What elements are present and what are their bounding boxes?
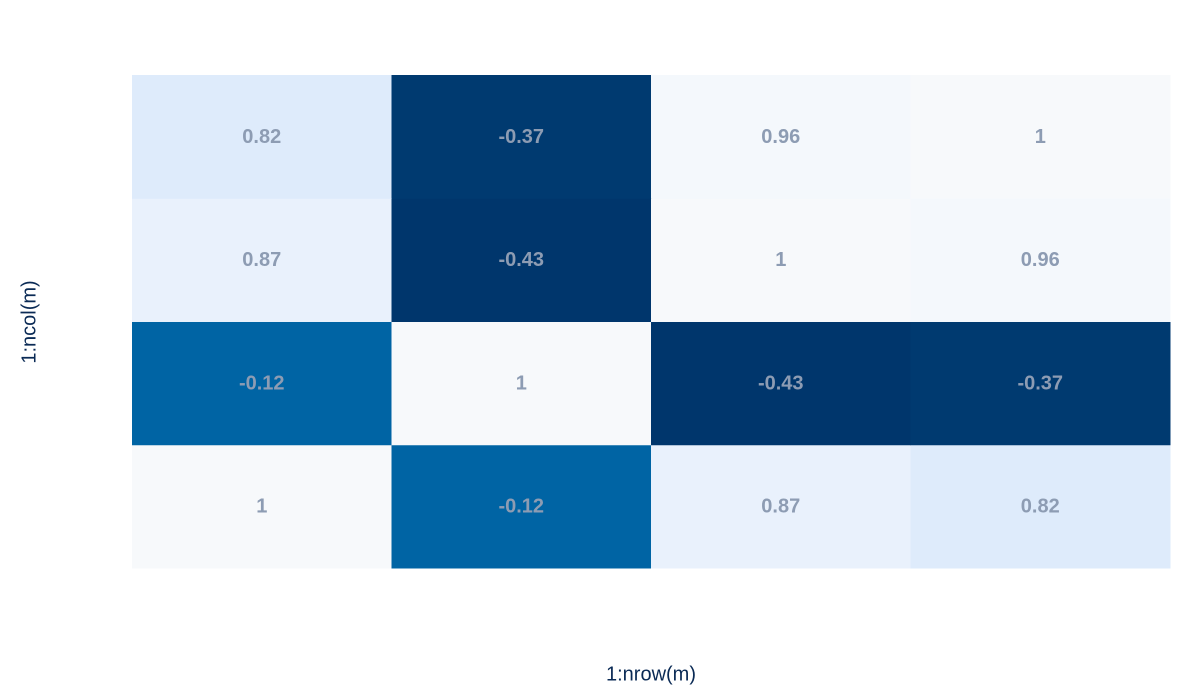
cell-label: -0.43 bbox=[758, 372, 804, 394]
heatmap-cell bbox=[132, 75, 392, 199]
y-axis-title: 1:ncol(m) bbox=[18, 280, 40, 363]
heatmap-cell bbox=[910, 321, 1171, 446]
heatmap-cell bbox=[132, 321, 392, 446]
cell-label: 1 bbox=[775, 249, 786, 271]
cell-label: -0.37 bbox=[1017, 372, 1063, 394]
heatmap-cell bbox=[651, 444, 911, 569]
cell-label: 0.82 bbox=[1021, 496, 1060, 518]
cell-label: 0.87 bbox=[242, 249, 281, 271]
heatmap-cell bbox=[651, 198, 911, 322]
heatmap-cell bbox=[391, 321, 652, 446]
heatmap-cell bbox=[651, 321, 911, 446]
cell-label: 1 bbox=[256, 496, 267, 518]
heatmap-cell bbox=[391, 198, 652, 322]
cell-label: 0.96 bbox=[1021, 249, 1060, 271]
cell-label: 0.96 bbox=[761, 126, 800, 148]
cell-label: 0.87 bbox=[761, 496, 800, 518]
cell-label: 1 bbox=[516, 372, 527, 394]
heatmap-cell bbox=[910, 444, 1171, 569]
cell-label: -0.12 bbox=[498, 496, 544, 518]
heatmap-cell bbox=[391, 75, 652, 199]
cell-label: 1 bbox=[1035, 126, 1046, 148]
heatmap-cell bbox=[651, 75, 911, 199]
cell-label: 0.82 bbox=[242, 126, 281, 148]
heatmap-cell bbox=[910, 198, 1171, 322]
cell-label: -0.43 bbox=[498, 249, 544, 271]
x-axis-title: 1:nrow(m) bbox=[606, 663, 696, 685]
heatmap-cell bbox=[132, 198, 392, 322]
cell-label: -0.12 bbox=[239, 372, 285, 394]
heatmap-cell bbox=[132, 444, 392, 569]
cell-label: -0.37 bbox=[498, 126, 544, 148]
heatmap-cell bbox=[391, 444, 652, 569]
heatmap-cell bbox=[910, 75, 1171, 199]
